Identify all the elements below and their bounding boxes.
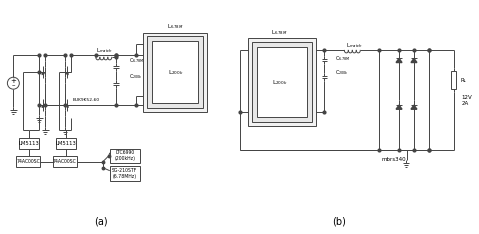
Text: C$_{6.78M}$: C$_{6.78M}$ bbox=[129, 56, 144, 65]
Bar bbox=[451, 71, 456, 89]
Bar bbox=[151, 41, 198, 103]
Bar bbox=[56, 138, 76, 149]
Bar bbox=[110, 149, 139, 163]
Text: L$_{6.78M}$: L$_{6.78M}$ bbox=[167, 22, 184, 31]
Text: (a): (a) bbox=[94, 216, 108, 226]
Text: mbrs340: mbrs340 bbox=[382, 157, 406, 162]
Bar bbox=[252, 42, 311, 122]
Text: C$_{6.78M}$: C$_{6.78M}$ bbox=[335, 54, 351, 63]
Text: L$_{6.78M}$: L$_{6.78M}$ bbox=[272, 28, 288, 37]
Text: LTC6990
(200kHz): LTC6990 (200kHz) bbox=[114, 150, 135, 161]
Text: L$_{200k}$: L$_{200k}$ bbox=[272, 78, 287, 87]
Bar bbox=[248, 38, 316, 126]
Text: LM5113: LM5113 bbox=[56, 141, 77, 146]
Text: +: + bbox=[11, 78, 16, 84]
Text: LM5113: LM5113 bbox=[19, 141, 40, 146]
Bar bbox=[19, 138, 39, 149]
Text: C$_{200k}$: C$_{200k}$ bbox=[335, 68, 350, 77]
Polygon shape bbox=[411, 58, 417, 62]
Bar bbox=[53, 156, 77, 167]
Text: R$_L$: R$_L$ bbox=[460, 76, 467, 85]
Text: L$_{200k}$: L$_{200k}$ bbox=[168, 68, 183, 77]
Bar bbox=[110, 166, 139, 181]
Bar bbox=[143, 33, 207, 112]
Bar bbox=[257, 48, 307, 117]
Text: BUK9K52-60: BUK9K52-60 bbox=[73, 98, 100, 102]
Text: 74AC00SC: 74AC00SC bbox=[53, 159, 77, 164]
Polygon shape bbox=[411, 105, 417, 109]
Bar bbox=[147, 37, 203, 108]
Polygon shape bbox=[396, 105, 402, 109]
Bar bbox=[16, 156, 40, 167]
Text: L$_{match}$: L$_{match}$ bbox=[346, 41, 363, 50]
Text: L$_{match}$: L$_{match}$ bbox=[96, 46, 114, 55]
Text: 12V
2A: 12V 2A bbox=[462, 95, 472, 106]
Text: SG-210STF
(6.78MHz): SG-210STF (6.78MHz) bbox=[112, 168, 137, 179]
Text: (b): (b) bbox=[332, 216, 346, 226]
Text: 74AC00SC: 74AC00SC bbox=[16, 159, 40, 164]
Polygon shape bbox=[396, 58, 402, 62]
Text: C$_{200k}$: C$_{200k}$ bbox=[129, 72, 143, 81]
Text: –: – bbox=[11, 83, 15, 89]
